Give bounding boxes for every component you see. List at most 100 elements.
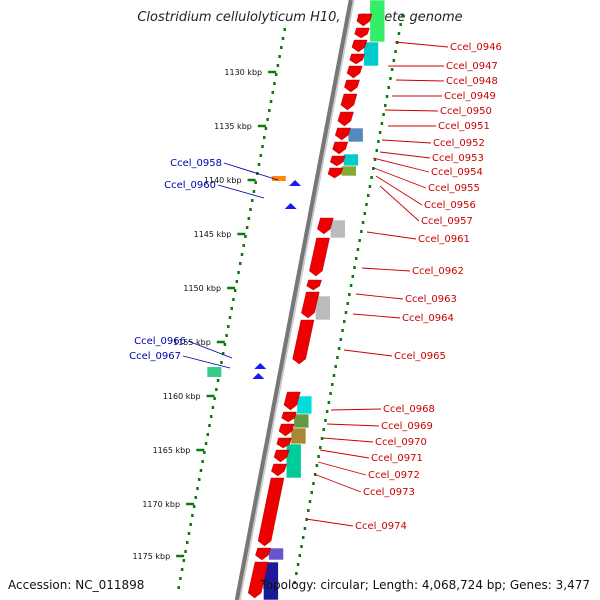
forward-gene-label: Ccel_0970 [375, 437, 427, 448]
outer-dot [307, 509, 310, 512]
reverse-label-line [182, 355, 231, 369]
inner-dot [233, 289, 237, 292]
outer-dot [387, 86, 390, 89]
inner-dot [264, 127, 268, 130]
outer-dot [354, 257, 358, 260]
forward-label-line [381, 139, 432, 144]
outer-dot [401, 14, 404, 17]
outer-dot [397, 32, 401, 35]
inner-dot [191, 514, 194, 517]
forward-label-line [395, 79, 445, 82]
forward-gene [334, 127, 351, 141]
inner-dot [194, 496, 198, 499]
inner-dot [197, 478, 201, 481]
cog-box [290, 427, 307, 445]
inner-dot [271, 91, 275, 94]
forward-gene [257, 477, 285, 547]
tick-label: 1150 kbp [183, 284, 221, 293]
outer-dot [343, 320, 346, 323]
inner-dot [204, 442, 208, 445]
forward-gene [301, 291, 320, 319]
forward-gene-label: Ccel_0951 [438, 121, 490, 132]
outer-dot [375, 149, 378, 152]
forward-gene [356, 13, 373, 27]
tick-label: 1130 kbp [224, 68, 262, 77]
outer-dot [315, 464, 319, 467]
forward-label-line [373, 167, 427, 189]
outer-dot [317, 455, 320, 458]
inner-dot [225, 334, 228, 337]
inner-dot [244, 235, 247, 238]
forward-label-line [375, 175, 423, 206]
forward-label-line [326, 423, 380, 427]
cog-box [363, 41, 379, 67]
inner-dot [283, 28, 286, 31]
outer-dot [370, 176, 373, 179]
inner-dot [221, 352, 225, 355]
tick-label: 1135 kbp [214, 122, 252, 131]
reverse-gene [289, 180, 302, 186]
outer-dot [320, 437, 324, 440]
inner-dot [232, 298, 235, 301]
outer-dot [382, 113, 385, 116]
inner-dot [182, 559, 186, 562]
forward-gene-label: Ccel_0972 [368, 470, 420, 481]
outer-dot [353, 266, 356, 269]
inner-dot [247, 217, 251, 220]
inner-dot [186, 541, 189, 544]
backbone-band [234, 0, 359, 600]
forward-gene [278, 423, 295, 437]
forward-gene [281, 411, 297, 423]
forward-label-line [313, 473, 362, 493]
outer-dot [310, 491, 314, 494]
inner-dot [203, 451, 206, 454]
outer-dot [334, 365, 337, 368]
inner-dot [276, 64, 280, 67]
outer-dot [296, 563, 300, 566]
inner-dot [206, 433, 210, 436]
outer-dot [389, 77, 392, 80]
inner-dot [216, 379, 220, 382]
reverse-gene-label: Ccel_0958 [170, 158, 222, 169]
inner-dot [274, 73, 278, 76]
outer-dot [332, 374, 336, 377]
forward-gene-label: Ccel_0947 [446, 61, 498, 72]
outer-dot [331, 383, 334, 386]
outer-dot [295, 572, 298, 575]
inner-dot [269, 100, 273, 103]
forward-gene [349, 53, 365, 65]
reverse-label-line [187, 340, 233, 359]
forward-label-line [384, 109, 439, 112]
outer-dot [392, 59, 396, 62]
tick-label: 1145 kbp [194, 230, 232, 239]
tick-label: 1165 kbp [153, 446, 191, 455]
outer-dot [324, 419, 327, 422]
reverse-gene [284, 203, 297, 209]
forward-label-line [322, 437, 374, 443]
forward-label-lines [305, 41, 449, 527]
outer-dot [361, 221, 365, 224]
forward-gene-label: Ccel_0964 [402, 313, 454, 324]
outer-dot [368, 185, 372, 188]
outer-dot [356, 248, 360, 251]
inner-dot [242, 244, 245, 247]
outer-dot [300, 545, 303, 548]
inner-dot [213, 397, 216, 400]
reverse-label-lines [182, 162, 279, 369]
forward-gene [273, 449, 290, 463]
forward-label-line [319, 449, 370, 459]
forward-gene [255, 547, 271, 561]
outer-dot [385, 95, 389, 98]
inner-dot [257, 163, 261, 166]
forward-genes [247, 13, 373, 599]
cog-box [369, 0, 386, 43]
forward-gene-label: Ccel_0971 [371, 453, 423, 464]
reverse-gene [252, 373, 265, 379]
forward-gene-label: Ccel_0954 [431, 167, 483, 178]
reverse-gene [254, 363, 267, 369]
forward-gene [306, 279, 322, 291]
forward-gene-label: Ccel_0968 [383, 404, 435, 415]
inner-dot [245, 226, 249, 229]
cog-box [293, 413, 310, 429]
inner-dot [184, 550, 187, 553]
